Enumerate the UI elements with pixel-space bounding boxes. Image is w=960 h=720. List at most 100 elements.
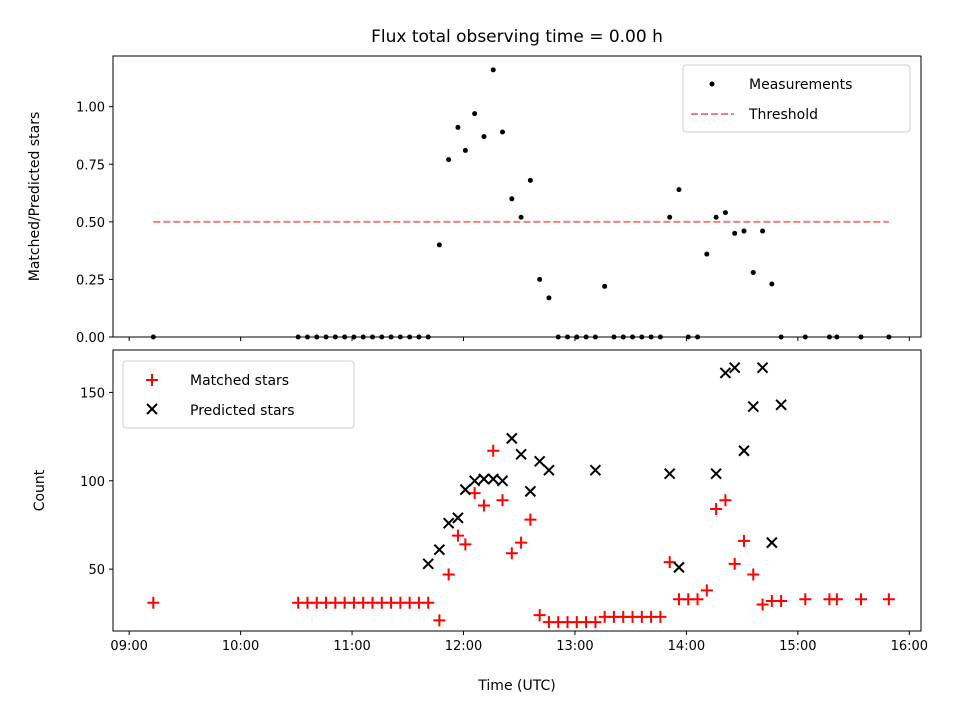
matched-stars-point (737, 534, 750, 547)
bottom-plot-frame (112, 349, 922, 632)
top-y-tick-label: 1.00 (76, 101, 105, 116)
top-y-tick-label: 0.75 (76, 158, 105, 173)
legend-measurements-label: Measurements (749, 77, 852, 93)
matched-stars-point (468, 487, 481, 500)
measurements-point (436, 242, 442, 248)
legend-predicted-label: Predicted stars (190, 403, 295, 419)
predicted-stars-point (756, 361, 769, 374)
predicted-stars-point (533, 455, 546, 468)
matched-stars-point (147, 596, 160, 609)
matched-stars-point (477, 499, 490, 512)
matched-stars-point (747, 568, 760, 581)
bottom-y-axis-label: Count (32, 469, 48, 511)
predicted-stars-point (710, 468, 722, 480)
measurements-point (704, 251, 710, 257)
measurements-point (750, 270, 756, 276)
predicted-stars-point (589, 464, 602, 476)
bottom-y-tick-label: 100 (80, 475, 105, 490)
top-y-tick-label: 0.00 (76, 331, 105, 346)
matched-stars-point (663, 556, 676, 569)
bottom-y-tick-label: 150 (80, 386, 105, 401)
matched-stars-point (691, 593, 704, 606)
predicted-stars-point (487, 473, 499, 485)
x-tick-label: 12:00 (445, 639, 482, 654)
measurements-point (490, 67, 496, 73)
matched-stars-point (710, 503, 723, 516)
matched-stars-point (830, 593, 843, 606)
matched-stars-point (589, 616, 602, 629)
top-data-marks (150, 67, 892, 340)
predicted-stars-point (543, 464, 555, 476)
predicted-stars-point (496, 475, 509, 487)
x-tick-label: 13:00 (556, 639, 593, 654)
top-panel: 0.00 0.25 0.50 0.75 1.00 Matched/Predicted s… (27, 55, 922, 346)
legend-matched-marker (146, 374, 158, 386)
top-y-tick-label: 0.25 (76, 273, 105, 288)
predicted-stars-point (478, 473, 490, 485)
measurements-point (537, 276, 543, 282)
measurements-point (769, 281, 775, 287)
legend-measurements-marker (709, 81, 715, 87)
matched-stars-point (700, 584, 713, 597)
predicted-stars-point (433, 543, 446, 556)
predicted-stars-point (468, 475, 481, 487)
chart-title: Flux total observing time = 0.00 h (371, 27, 663, 47)
matched-stars-point (433, 614, 446, 627)
matched-stars-point (882, 593, 895, 606)
predicted-stars-point (728, 361, 741, 374)
bottom-legend-box (122, 360, 355, 429)
measurements-point (462, 147, 468, 153)
measurements-point (446, 157, 452, 163)
predicted-stars-point (452, 512, 464, 524)
matched-stars-point (756, 598, 769, 611)
matched-stars-point (451, 529, 464, 542)
predicted-stars-point (422, 558, 434, 570)
measurements-point (481, 134, 487, 140)
top-legend-box (682, 64, 911, 133)
predicted-stars-point (506, 432, 518, 445)
matched-stars-point (459, 538, 472, 551)
bottom-panel: 50 100 150 09:00 10:00 11:00 12:00 13:00 14:00 1… (32, 349, 928, 694)
measurements-point (455, 124, 461, 130)
matched-stars-point (719, 494, 732, 507)
x-tick-label: 15:00 (779, 639, 816, 654)
predicted-stars-point (663, 468, 676, 480)
predicted-stars-point (515, 448, 527, 460)
matched-stars-point (487, 444, 500, 457)
predicted-stars-point (459, 483, 472, 496)
matched-stars-point (422, 596, 435, 609)
bottom-legend: Matched stars Predicted stars (122, 360, 355, 429)
top-y-tick-label: 0.50 (76, 216, 105, 231)
matched-stars-point (728, 557, 741, 570)
predicted-stars-point (719, 367, 732, 379)
measurements-point (741, 228, 747, 234)
predicted-stars-point (738, 445, 750, 457)
bottom-y-axis-ticks: 50 100 150 (80, 386, 113, 578)
measurements-point (546, 295, 552, 301)
top-x-axis-ticks (128, 337, 910, 341)
measurements-point (732, 230, 738, 236)
measurements-point (722, 210, 728, 216)
matched-stars-point (775, 594, 788, 607)
measurements-point (713, 214, 719, 220)
matched-stars-point (505, 547, 518, 560)
legend-threshold-label: Threshold (748, 107, 818, 123)
matched-stars-point (799, 593, 812, 606)
matched-stars-point (496, 494, 509, 507)
predicted-stars-point (766, 536, 778, 549)
x-axis-label: Time (UTC) (477, 678, 555, 694)
predicted-stars-point (524, 485, 537, 498)
matched-stars-point (442, 568, 455, 581)
bottom-y-tick-label: 50 (88, 563, 105, 578)
bottom-data-marks (147, 361, 895, 629)
x-tick-label: 09:00 (110, 639, 147, 654)
measurements-point (527, 177, 533, 183)
x-tick-label: 10:00 (222, 639, 259, 654)
x-tick-label: 16:00 (891, 639, 928, 654)
measurements-point (472, 111, 478, 117)
matched-stars-point (654, 610, 667, 623)
legend-matched-label: Matched stars (190, 373, 289, 389)
predicted-stars-point (775, 399, 787, 411)
measurements-point (760, 228, 766, 234)
